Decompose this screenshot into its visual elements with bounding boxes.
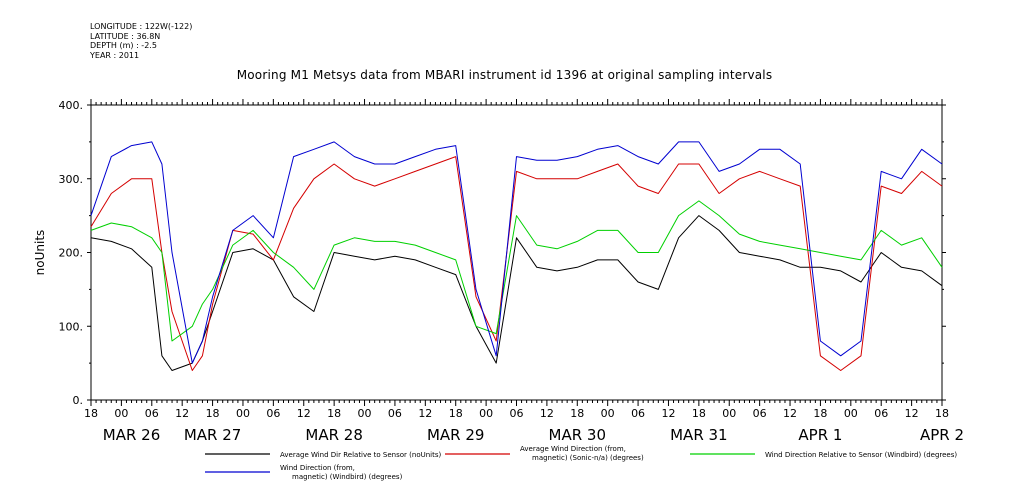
x-tick-label: 18	[813, 407, 827, 420]
x-tick-label: 06	[388, 407, 402, 420]
x-tick-label: 06	[145, 407, 159, 420]
x-tick-label: 00	[722, 407, 736, 420]
x-tick-label: 12	[540, 407, 554, 420]
x-tick-label: 18	[935, 407, 949, 420]
x-tick-label: 12	[175, 407, 189, 420]
x-tick-label: 12	[661, 407, 675, 420]
x-tick-label: 18	[327, 407, 341, 420]
series-line-3	[90, 200, 943, 342]
x-tick-label: 06	[510, 407, 524, 420]
year-label: YEAR : 2011	[90, 50, 140, 60]
x-tick-label: 12	[418, 407, 432, 420]
x-tick-label: 18	[84, 407, 98, 420]
x-tick-label: 00	[601, 407, 615, 420]
x-tick-label: 18	[570, 407, 584, 420]
date-label: APR 1	[798, 426, 842, 444]
plot-frame	[90, 104, 943, 401]
legend-label: Wind Direction Relative to Sensor (Windb…	[765, 451, 957, 459]
chart-title: Mooring M1 Metsys data from MBARI instru…	[236, 68, 773, 82]
y-axis-label: noUnits	[33, 230, 47, 276]
date-label: MAR 30	[549, 426, 606, 444]
x-tick-label: 12	[783, 407, 797, 420]
date-label: MAR 29	[427, 426, 484, 444]
x-tick-label: 00	[844, 407, 858, 420]
legend-label: Average Wind Direction (from,	[520, 445, 626, 453]
x-tick-label: 12	[905, 407, 919, 420]
legend-label: magnetic) (Sonic-n/a) (degrees)	[532, 454, 644, 462]
y-tick-label: 400.	[59, 99, 84, 112]
x-tick-label: 06	[753, 407, 767, 420]
date-label: APR 2	[920, 426, 964, 444]
series-line-4	[90, 141, 943, 364]
y-tick-label: 200.	[59, 247, 84, 260]
x-tick-label: 00	[114, 407, 128, 420]
x-tick-label: 18	[692, 407, 706, 420]
x-tick-label: 18	[206, 407, 220, 420]
series-line-1	[90, 215, 943, 371]
date-label: MAR 26	[103, 426, 160, 444]
date-label: MAR 27	[184, 426, 241, 444]
x-tick-label: 00	[479, 407, 493, 420]
y-tick-label: 0.	[73, 394, 84, 407]
x-tick-label: 06	[874, 407, 888, 420]
date-label: MAR 28	[305, 426, 362, 444]
metadata-block: LONGITUDE : 122W(-122) LATITUDE : 36.8N …	[90, 22, 192, 60]
latitude-label: LATITUDE : 36.8N	[90, 31, 161, 41]
x-tick-label: 00	[358, 407, 372, 420]
longitude-label: LONGITUDE : 122W(-122)	[90, 22, 193, 31]
date-label: MAR 31	[670, 426, 727, 444]
x-tick-label: 06	[266, 407, 280, 420]
series-line-2	[90, 156, 943, 371]
legend-label: Average Wind Dir Relative to Sensor (noU…	[280, 451, 441, 459]
x-tick-label: 00	[236, 407, 250, 420]
x-tick-label: 18	[449, 407, 463, 420]
legend-label: magnetic) (Windbird) (degrees)	[292, 473, 403, 481]
legend-label: Wind Direction (from,	[280, 464, 355, 472]
y-tick-label: 100.	[59, 320, 84, 333]
x-tick-label: 06	[631, 407, 645, 420]
y-tick-label: 300.	[59, 173, 84, 186]
depth-label: DEPTH (m) : -2.5	[90, 41, 157, 50]
x-tick-label: 12	[297, 407, 311, 420]
